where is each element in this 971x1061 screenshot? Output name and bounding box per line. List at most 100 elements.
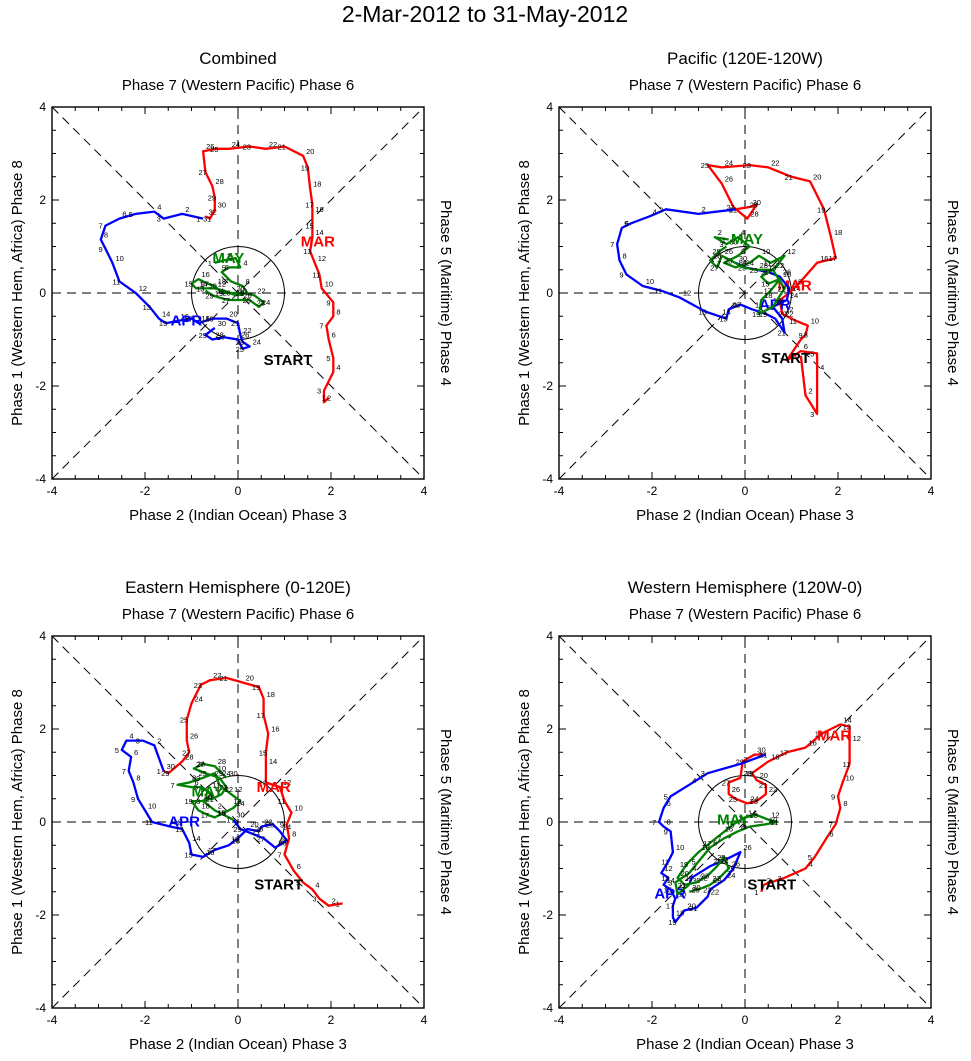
- day-number: 18: [702, 843, 710, 852]
- day-number: 17: [201, 280, 209, 289]
- day-number: 21: [252, 827, 260, 836]
- day-number: 16: [206, 848, 214, 857]
- day-number: 14: [748, 808, 756, 817]
- series-line-mar: [201, 145, 335, 404]
- y-tick-label: 0: [39, 286, 46, 300]
- day-number: 13: [196, 284, 204, 293]
- day-number: 28: [215, 177, 223, 186]
- x-tick-label: -4: [554, 1013, 565, 1027]
- x-tick-label: -4: [47, 484, 58, 498]
- day-number: 11: [843, 760, 851, 769]
- bottom-axis-label: Phase 2 (Indian Ocean) Phase 3: [636, 1036, 854, 1053]
- day-number: 18: [267, 690, 275, 699]
- day-number: 22: [243, 326, 251, 335]
- day-number: 20: [688, 901, 696, 910]
- day-number: 18: [313, 179, 321, 188]
- day-number: 27: [217, 333, 225, 342]
- day-number: 14: [667, 876, 675, 885]
- day-number: 16: [201, 270, 209, 279]
- day-number: 11: [145, 818, 153, 827]
- day-number: 8: [667, 818, 671, 827]
- day-number: 23: [701, 871, 709, 880]
- left-axis-label: Phase 1 (Western Hem, Africa) Phase 8: [516, 689, 533, 955]
- day-number: 6: [195, 778, 199, 787]
- day-number: 13: [233, 797, 241, 806]
- day-number: 8: [192, 773, 196, 782]
- day-number: 17: [201, 811, 209, 820]
- series-line-mar: [706, 163, 837, 416]
- day-number: 3: [229, 254, 233, 263]
- x-tick-label: 4: [421, 1013, 428, 1027]
- day-number: 14: [269, 757, 277, 766]
- day-number: 26: [725, 175, 733, 184]
- unit-circle: [191, 775, 285, 869]
- month-label-may: MAY: [212, 250, 244, 267]
- day-number: 12: [283, 778, 291, 787]
- day-number: 16: [820, 254, 828, 263]
- day-number: 26: [241, 331, 249, 340]
- day-number: 8: [739, 258, 743, 267]
- month-label-apr: APR: [168, 814, 200, 831]
- y-tick-label: 0: [546, 815, 553, 829]
- day-number: 20: [776, 298, 784, 307]
- day-number: 9: [196, 774, 200, 783]
- y-tick-label: -2: [35, 379, 46, 393]
- day-number: 2: [808, 386, 812, 395]
- day-number: 24: [725, 158, 733, 167]
- day-number: 25: [243, 296, 251, 305]
- day-number: 12: [664, 864, 672, 873]
- day-number: 12: [318, 254, 326, 263]
- day-number: 15: [726, 820, 734, 829]
- day-number: 30: [739, 254, 747, 263]
- day-number: 16: [271, 725, 279, 734]
- day-number: 17: [257, 711, 265, 720]
- day-number: 29: [685, 874, 693, 883]
- day-number: 4: [808, 860, 812, 869]
- day-number: 22: [776, 261, 784, 270]
- day-number: 7: [652, 818, 656, 827]
- day-number: 1: [794, 352, 798, 361]
- day-number: 25: [236, 345, 244, 354]
- y-tick-label: 2: [546, 722, 553, 736]
- day-number: 17: [666, 902, 674, 911]
- day-number: 26: [783, 268, 791, 277]
- day-number: 13: [698, 308, 706, 317]
- day-number: 4: [692, 776, 696, 785]
- top-axis-label: Phase 7 (Western Pacific) Phase 6: [122, 606, 354, 623]
- day-number: 30: [229, 769, 237, 778]
- day-number: 10: [676, 843, 684, 852]
- day-number: 27: [722, 778, 730, 787]
- day-number: 1: [336, 899, 340, 908]
- x-tick-label: 2: [328, 1013, 335, 1027]
- unit-circle: [698, 246, 792, 340]
- y-tick-label: -2: [35, 908, 46, 922]
- y-tick-label: 4: [39, 100, 46, 114]
- figure-title: 2-Mar-2012 to 31-May-2012: [342, 1, 628, 27]
- x-tick-label: 4: [928, 1013, 935, 1027]
- day-number: 6: [134, 748, 138, 757]
- day-number: 23: [219, 783, 227, 792]
- right-axis-label: Phase 5 (Maritime) Phase 4: [437, 200, 454, 386]
- day-number: 5: [222, 263, 226, 272]
- day-number: 21: [759, 781, 767, 790]
- day-number: 5: [194, 783, 198, 792]
- day-number: 21: [778, 329, 786, 338]
- day-number: 3: [659, 205, 663, 214]
- y-tick-label: 2: [546, 193, 553, 207]
- day-number: 9: [743, 259, 747, 268]
- day-number: 28: [713, 251, 721, 260]
- bottom-axis-label: Phase 2 (Indian Ocean) Phase 3: [129, 1036, 347, 1053]
- day-number: 10: [239, 286, 247, 295]
- day-number: 2: [218, 801, 222, 810]
- day-number: 25: [280, 837, 288, 846]
- x-tick-label: 2: [835, 484, 842, 498]
- day-number: 4: [336, 363, 340, 372]
- day-number: 23: [243, 143, 251, 152]
- day-number: 28: [255, 825, 263, 834]
- unit-circle: [698, 775, 792, 869]
- day-number: 6: [829, 829, 833, 838]
- day-number: 28: [760, 261, 768, 270]
- day-number: 26: [206, 142, 214, 151]
- panel-title: Combined: [199, 49, 277, 68]
- day-number: 24: [222, 769, 230, 778]
